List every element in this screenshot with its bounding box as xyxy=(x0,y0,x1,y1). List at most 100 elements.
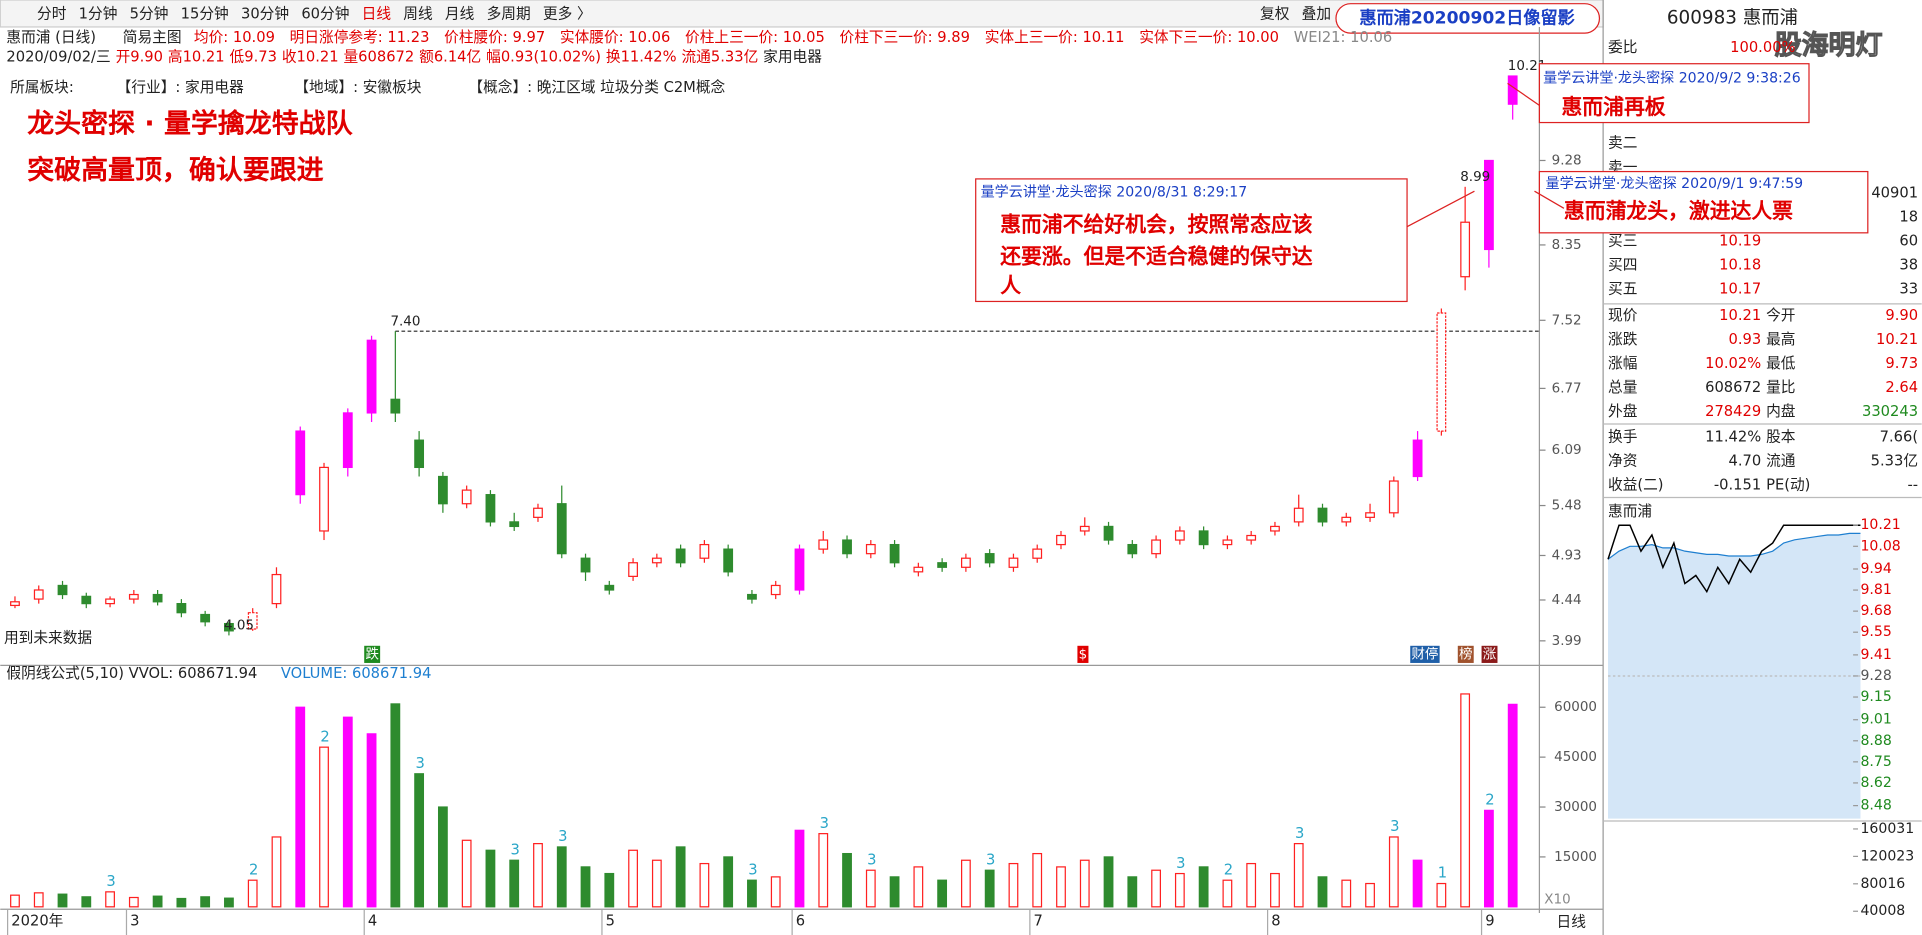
candle xyxy=(1151,539,1161,555)
x-tick-label: 3 xyxy=(130,913,139,930)
event-bg xyxy=(364,645,381,663)
quote-volume: 60 xyxy=(1899,233,1918,250)
volume-value: VOLUME: 608671.94 xyxy=(281,665,432,682)
volume-bar xyxy=(1484,809,1494,908)
volume-bar xyxy=(57,893,68,908)
candle xyxy=(913,566,924,573)
candle xyxy=(1079,525,1090,532)
stat: 实体下三一价: 10.00 xyxy=(1139,29,1279,46)
candle xyxy=(33,589,44,600)
callout-text: 惠而浦再板 xyxy=(1561,95,1665,119)
day-stat: 家用电器 xyxy=(763,49,822,66)
volume-bar xyxy=(1436,882,1447,908)
day-stat: 低9.73 xyxy=(230,49,277,66)
mini-tick-label: 8.88 xyxy=(1860,733,1891,749)
mini-tick-label: 9.01 xyxy=(1860,712,1891,728)
candle xyxy=(961,557,971,568)
volume-bar xyxy=(913,866,924,908)
toolbar-button: 叠加 xyxy=(1302,6,1331,23)
candle xyxy=(1032,548,1043,559)
stat: 价柱下三一价: 9.89 xyxy=(840,29,970,46)
candle xyxy=(1056,534,1066,546)
candle xyxy=(937,562,948,568)
tab: 30分钟 xyxy=(241,6,289,23)
callout-header: 量学云讲堂·龙头密探 2020/9/2 9:38:26 xyxy=(1543,69,1801,86)
badge: 惠而浦20200902日像留影 xyxy=(1359,7,1574,28)
quote-value: 9.90 xyxy=(1885,307,1918,324)
x-tick-label: 4 xyxy=(368,913,377,930)
quote-volume: 38 xyxy=(1899,257,1918,274)
quote-label: 卖二 xyxy=(1608,134,1637,151)
sector: 所属板块: xyxy=(10,78,74,96)
mini-tick-label: 9.41 xyxy=(1860,647,1891,663)
stock-code: 600983 惠而浦 xyxy=(1667,7,1798,28)
stat: 价柱上三一价: 10.05 xyxy=(685,29,825,46)
volume-signal: 3 xyxy=(820,815,829,832)
y-tick-label: 7.52 xyxy=(1552,312,1582,328)
quote-value: 10.21 xyxy=(1719,307,1761,324)
price-label: 4.05 xyxy=(224,618,254,634)
stat: 实体腰价: 10.06 xyxy=(560,29,670,46)
event-marker: 榜 xyxy=(1459,645,1472,662)
candle xyxy=(1317,507,1328,523)
mini-volume-label: 120023 xyxy=(1860,848,1914,864)
candle xyxy=(628,562,638,577)
price-label: 7.40 xyxy=(390,313,420,329)
volume-bar xyxy=(1246,862,1257,908)
volume-bar xyxy=(152,895,163,908)
quote-value: 7.66( xyxy=(1880,428,1918,445)
candle xyxy=(366,339,377,414)
candle xyxy=(485,494,496,523)
quote-volume: 18 xyxy=(1899,209,1918,226)
volume-bar xyxy=(485,849,496,908)
x-tick-label: 5 xyxy=(606,913,615,930)
candle xyxy=(580,557,591,573)
tab: 60分钟 xyxy=(301,6,349,23)
quote-label: 外盘 xyxy=(1608,402,1638,420)
quote-volume: 40901 xyxy=(1871,185,1918,202)
volume-bar xyxy=(247,879,258,908)
volume-bar xyxy=(1127,876,1138,908)
volume-bar xyxy=(1198,866,1209,908)
candle xyxy=(509,521,520,528)
event-marker: 涨 xyxy=(1483,646,1497,662)
candle xyxy=(1365,512,1375,518)
candle xyxy=(889,543,900,564)
candle xyxy=(1174,530,1185,541)
mini-tick-label: 9.81 xyxy=(1860,582,1891,598)
mini-tick-label: 8.75 xyxy=(1860,754,1891,770)
mini-volume-label: 160031 xyxy=(1860,821,1914,837)
volume-bar xyxy=(937,879,948,908)
volume-bar xyxy=(533,843,543,908)
volume-bar xyxy=(1341,879,1352,908)
mini-tick-label: 9.94 xyxy=(1860,561,1891,577)
candle xyxy=(224,622,234,632)
mini-tick-label: 8.48 xyxy=(1860,798,1891,814)
quote-volume: 33 xyxy=(1899,281,1918,298)
tab: 分时 xyxy=(37,6,67,23)
x-tick-label: 7 xyxy=(1034,913,1043,930)
volume-signal: 3 xyxy=(1390,818,1399,835)
volume-tick-label: 60000 xyxy=(1554,699,1597,715)
badge-frame xyxy=(1335,3,1601,34)
volume-bar xyxy=(818,833,829,908)
candle xyxy=(271,573,282,605)
candle xyxy=(818,539,829,550)
callout-box xyxy=(1538,63,1810,124)
candle xyxy=(1412,439,1423,478)
volume-bar xyxy=(699,862,710,908)
volume-bar xyxy=(1103,856,1114,908)
toolbar-button: 复权 xyxy=(1260,5,1290,23)
candle xyxy=(770,584,781,596)
quote-label: 涨幅 xyxy=(1608,355,1637,372)
quote-label: 最低 xyxy=(1766,355,1796,372)
volume-bar xyxy=(1079,859,1090,908)
event-marker: 跌 xyxy=(365,646,379,662)
volume-bar xyxy=(366,733,377,908)
volume-bar xyxy=(984,869,995,908)
volume-bar xyxy=(437,806,448,908)
day-stat: 流通5.33亿 xyxy=(681,49,758,66)
volume-signal: 2 xyxy=(249,861,258,878)
volume-bar xyxy=(1270,872,1280,908)
